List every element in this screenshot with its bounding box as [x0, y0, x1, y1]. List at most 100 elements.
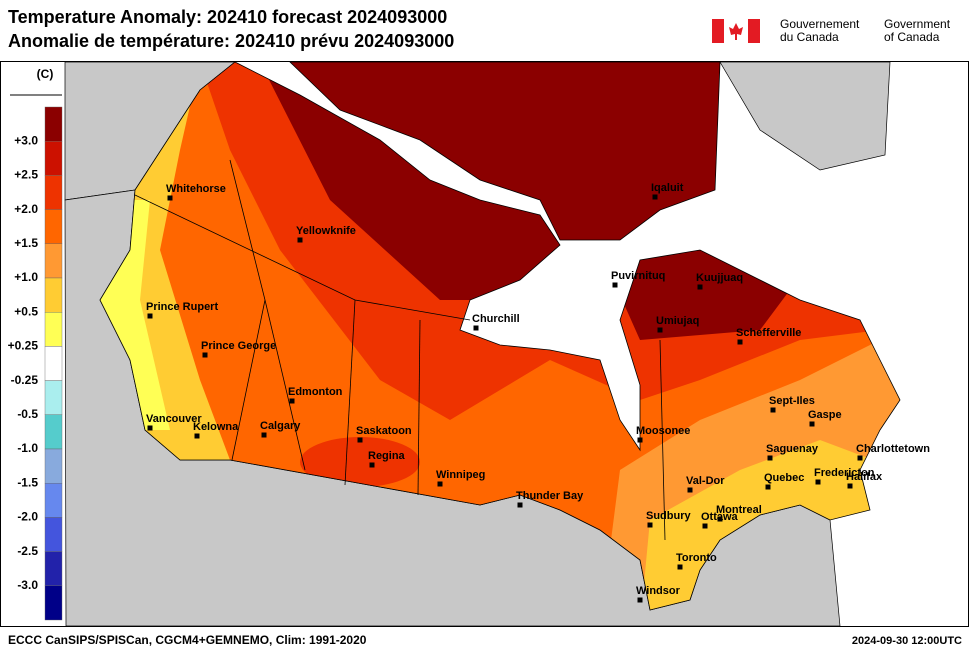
city-dot	[167, 195, 173, 201]
legend-swatch	[44, 483, 63, 518]
city-dot	[637, 597, 643, 603]
legend-swatch	[44, 517, 63, 552]
city-dot	[202, 352, 208, 358]
city-dot	[261, 432, 267, 438]
city-label: Thunder Bay	[516, 490, 584, 502]
city-label: Charlottetown	[856, 443, 930, 455]
legend-label: -1.5	[17, 475, 38, 489]
city-dot	[770, 407, 776, 413]
city-label: Saguenay	[766, 443, 819, 455]
legend-label: +2.5	[14, 168, 38, 182]
city-label: Toronto	[676, 552, 717, 564]
legend-swatch	[44, 175, 63, 210]
city-label: Umiujaq	[656, 315, 699, 327]
city-label: Vancouver	[146, 413, 202, 425]
legend-unit: (C)	[37, 67, 54, 81]
legend-label: +2.0	[14, 202, 38, 216]
title-line-2: Anomalie de température: 202410 prévu 20…	[8, 31, 454, 51]
city-dot	[297, 237, 303, 243]
city-dot	[702, 523, 708, 529]
legend-swatch	[44, 312, 63, 347]
city-dot	[147, 425, 153, 431]
city-dot	[369, 462, 375, 468]
city-dot	[687, 487, 693, 493]
city-label: Prince George	[201, 340, 276, 352]
region	[100, 200, 170, 430]
city-label: Sudbury	[646, 510, 691, 522]
city-dot	[717, 516, 723, 522]
city-label: Halifax	[846, 471, 883, 483]
flag-band	[712, 19, 724, 43]
city-label: Saskatoon	[356, 425, 412, 437]
government-logo: Gouvernement du Canada Government of Can…	[712, 17, 951, 44]
city-dot	[517, 502, 523, 508]
frame	[0, 61, 969, 627]
province-border	[417, 319, 421, 496]
map: Whitehorse Yellowknife Prince Rupert Prince…	[64, 61, 968, 627]
legend-swatch	[44, 346, 63, 381]
city-label: Windsor	[636, 585, 681, 597]
city-label: Kuujjuaq	[696, 272, 743, 284]
legend-swatch	[44, 585, 63, 621]
city-dot	[652, 194, 658, 200]
region	[300, 437, 420, 487]
footer-source: ECCC CanSIPS/SPISCan, CGCM4+GEMNEMO, Cli…	[8, 633, 367, 647]
gov-en-2: of Canada	[884, 30, 940, 44]
gov-en-1: Government	[884, 17, 951, 31]
city-dot	[657, 327, 663, 333]
legend: (C) +3.0 +2.5 +2.0 +1.5 +1.0 +0.5 +0.25 -0.25 -0…	[8, 67, 63, 621]
legend-swatch	[44, 209, 63, 245]
city-label: Montreal	[716, 504, 762, 516]
cities: Whitehorse Yellowknife Prince Rupert Prince…	[146, 182, 930, 603]
city-dot	[815, 479, 821, 485]
city-dot	[737, 339, 743, 345]
legend-label: -0.5	[17, 407, 38, 421]
legend-swatch	[44, 448, 63, 484]
city-dot	[473, 325, 479, 331]
legend-label: -1.0	[17, 441, 38, 455]
city-label: Puvirnituq	[611, 270, 665, 282]
city-label: Gaspe	[808, 409, 842, 421]
city-label: Sept-Iles	[769, 395, 815, 407]
legend-label: -3.0	[17, 578, 38, 592]
city-label: Schefferville	[736, 327, 801, 339]
legend-swatch	[44, 243, 63, 279]
legend-label: +1.0	[14, 270, 38, 284]
city-dot	[147, 313, 153, 319]
city-label: Regina	[368, 450, 406, 462]
legend-label: +3.0	[14, 133, 38, 147]
footer-timestamp: 2024-09-30 12:00UTC	[852, 635, 962, 647]
city-label: Calgary	[260, 420, 301, 432]
city-dot	[697, 284, 703, 290]
city-label: Edmonton	[288, 386, 343, 398]
legend-label: -2.0	[17, 510, 38, 524]
title-line-1: Temperature Anomaly: 202410 forecast 202…	[8, 7, 447, 27]
maple-leaf	[729, 23, 743, 40]
legend-label: -0.25	[11, 373, 39, 387]
city-dot	[809, 421, 815, 427]
city-dot	[847, 483, 853, 489]
city-label: Prince Rupert	[146, 301, 218, 313]
city-dot	[857, 455, 863, 461]
arctic-islands	[289, 61, 721, 241]
legend-swatch	[44, 551, 63, 586]
city-dot	[357, 437, 363, 443]
city-label: Quebec	[764, 472, 804, 484]
gov-fr-1: Gouvernement	[780, 17, 860, 31]
legend-swatch	[44, 106, 63, 142]
city-label: Yellowknife	[296, 225, 356, 237]
city-dot	[289, 398, 295, 404]
legend-swatch	[44, 380, 63, 416]
legend-label: +0.5	[14, 304, 38, 318]
city-label: Whitehorse	[166, 183, 226, 195]
city-label: Moosonee	[636, 425, 690, 437]
greenland	[719, 61, 891, 171]
city-dot	[647, 522, 653, 528]
province-border	[659, 339, 666, 541]
province-border	[264, 299, 306, 471]
legend-label: +0.25	[8, 339, 39, 353]
legend-swatch	[44, 140, 63, 176]
city-label: Val-Dor	[686, 475, 725, 487]
